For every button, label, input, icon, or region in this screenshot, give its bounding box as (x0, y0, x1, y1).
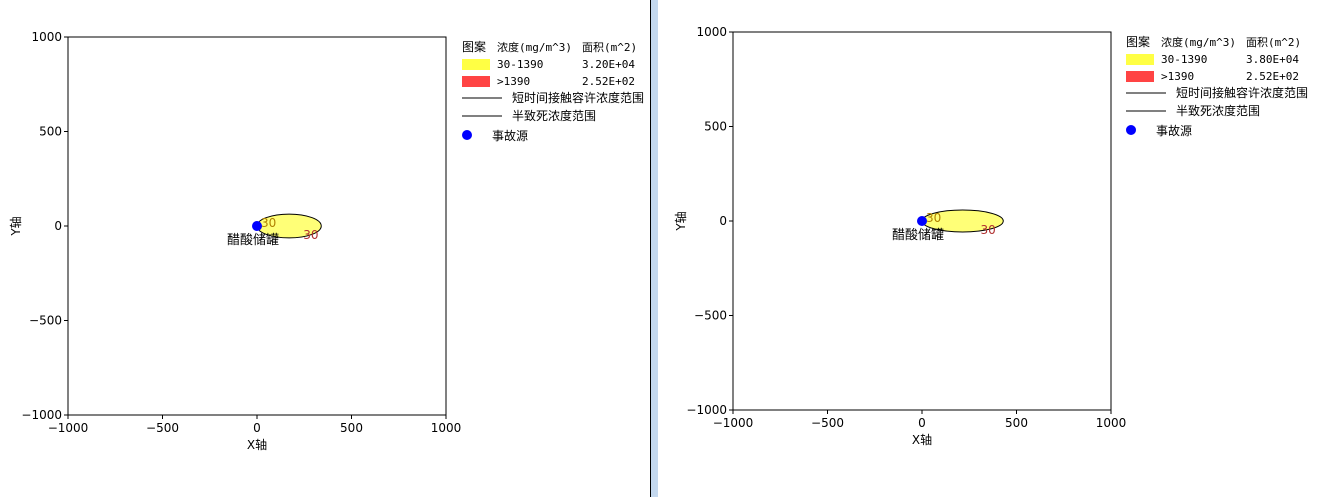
contour-label: 30 (303, 228, 318, 242)
y-axis-label: Y轴 (673, 211, 688, 231)
legend-swatch (462, 59, 490, 70)
legend-source-marker (462, 130, 472, 140)
contour-label: 30 (261, 216, 276, 230)
source-label: 醋酸储罐 (892, 227, 944, 243)
legend-area: 3.80E+04 (1246, 53, 1299, 66)
accident-source-point (917, 216, 927, 226)
legend-swatch (1126, 54, 1154, 65)
y-tick-label: 1000 (31, 30, 62, 44)
y-tick-label: −1000 (686, 403, 727, 417)
legend-line-label: 短时间接触容许浓度范围 (512, 90, 644, 105)
legend-header-pattern: 图案 (462, 39, 486, 54)
chart-svg: −1000 −500 0 500 1000 −1000 −500 0 500 1000 X轴 Y轴 30… (673, 25, 1308, 447)
chart-panel-right: −1000 −500 0 500 1000 −1000 −500 0 500 1000 X轴 Y轴 30… (658, 0, 1333, 497)
x-tick-label: −1000 (713, 416, 754, 430)
legend-header-conc: 浓度(mg/m^3) (1161, 35, 1236, 49)
x-tick-label: 0 (253, 421, 261, 435)
contour-label: 30 (926, 211, 941, 225)
y-tick-label: −500 (29, 314, 62, 328)
legend-source-marker (1126, 125, 1136, 135)
legend-range: 30-1390 (497, 58, 543, 71)
y-axis-label: Y轴 (8, 216, 23, 236)
panel-divider (650, 0, 651, 497)
y-tick-label: −500 (694, 309, 727, 323)
x-tick-label: 1000 (1096, 416, 1127, 430)
legend-header-pattern: 图案 (1126, 34, 1150, 49)
y-tick-label: 0 (54, 219, 62, 233)
x-tick-label: −1000 (48, 421, 89, 435)
y-tick-label: 0 (719, 214, 727, 228)
source-label: 醋酸储罐 (227, 232, 279, 248)
y-tick-label: 500 (39, 125, 62, 139)
x-tick-label: 1000 (431, 421, 462, 435)
legend-source-label: 事故源 (492, 128, 528, 143)
contour-label: 30 (981, 223, 996, 237)
legend-area: 2.52E+02 (582, 75, 635, 88)
accident-source-point (252, 221, 262, 231)
legend-swatch (462, 76, 490, 87)
chart-panel-left: −1000 −500 0 500 1000 −1000 −500 0 500 1000 X轴 Y轴 30… (0, 0, 650, 497)
chart-svg: −1000 −500 0 500 1000 −1000 −500 0 500 1000 X轴 Y轴 30… (8, 30, 644, 452)
x-axis-label: X轴 (247, 437, 267, 452)
y-tick-label: −1000 (21, 408, 62, 422)
legend-swatch (1126, 71, 1154, 82)
x-tick-label: 0 (918, 416, 926, 430)
legend-area: 3.20E+04 (582, 58, 635, 71)
x-tick-label: 500 (340, 421, 363, 435)
legend-line-label: 半致死浓度范围 (512, 108, 596, 123)
y-tick-label: 500 (704, 120, 727, 134)
x-tick-label: 500 (1005, 416, 1028, 430)
legend-line-label: 短时间接触容许浓度范围 (1176, 85, 1308, 100)
x-tick-label: −500 (811, 416, 844, 430)
x-axis-label: X轴 (912, 432, 932, 447)
legend-range: >1390 (1161, 70, 1194, 83)
legend-line-label: 半致死浓度范围 (1176, 103, 1260, 118)
legend-source-label: 事故源 (1156, 123, 1192, 138)
legend-range: 30-1390 (1161, 53, 1207, 66)
legend-header-conc: 浓度(mg/m^3) (497, 40, 572, 54)
x-tick-label: −500 (146, 421, 179, 435)
legend-header-area: 面积(m^2) (1246, 36, 1301, 49)
legend-area: 2.52E+02 (1246, 70, 1299, 83)
y-tick-label: 1000 (696, 25, 727, 39)
legend-header-area: 面积(m^2) (582, 41, 637, 54)
splitter-bar[interactable] (651, 0, 658, 497)
legend-range: >1390 (497, 75, 530, 88)
